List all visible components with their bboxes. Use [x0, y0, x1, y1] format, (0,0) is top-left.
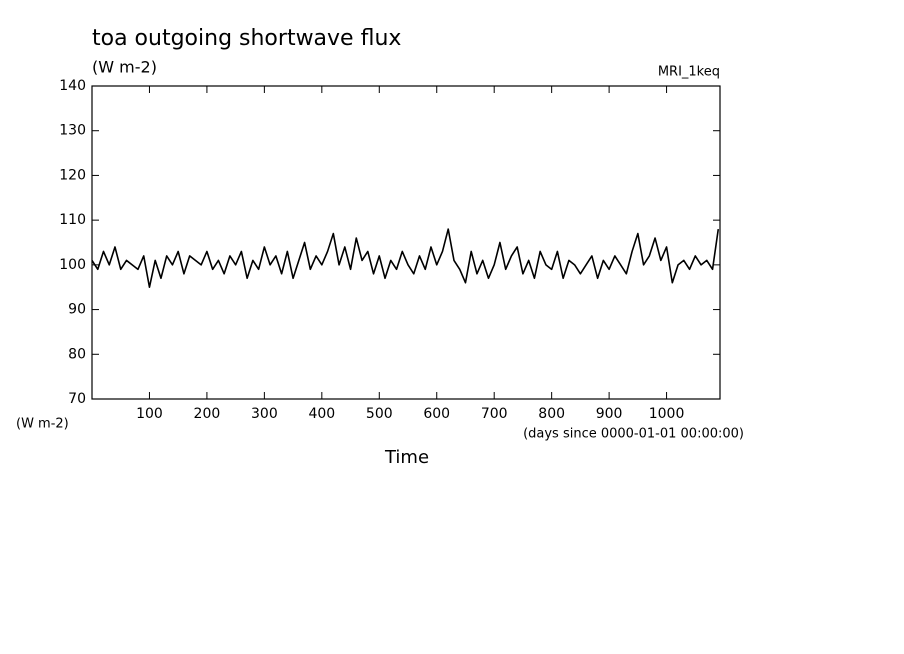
y-tick-label: 110: [59, 212, 86, 228]
x-tick-label: 700: [481, 406, 508, 422]
y-tick-label: 120: [59, 167, 86, 183]
x-axis-units: (days since 0000-01-01 00:00:00): [523, 427, 744, 442]
x-tick-label: 400: [308, 406, 335, 422]
x-tick-label: 100: [136, 406, 163, 422]
x-tick-label: 800: [538, 406, 565, 422]
y-tick-label: 130: [59, 123, 86, 139]
y-tick-label: 80: [68, 346, 86, 362]
annotation: MRI_1keq: [658, 65, 720, 80]
y-tick-label: 90: [68, 302, 86, 318]
y-tick-label: 100: [59, 257, 86, 273]
chart-subtitle: (W m-2): [92, 58, 157, 77]
x-tick-label: 600: [423, 406, 450, 422]
y-axis-label: (W m-2): [16, 417, 69, 432]
plot-frame: [91, 85, 721, 400]
x-tick-label: 900: [596, 406, 623, 422]
x-tick-label: 200: [194, 406, 221, 422]
x-tick-label: 1000: [649, 406, 685, 422]
y-tick-label: 70: [68, 391, 86, 407]
x-tick-label: 500: [366, 406, 393, 422]
chart-title: toa outgoing shortwave flux: [92, 26, 401, 51]
y-tick-label: 140: [59, 78, 86, 94]
x-tick-label: 300: [251, 406, 278, 422]
data-line: [91, 228, 720, 289]
x-axis-label: Time: [384, 447, 429, 468]
